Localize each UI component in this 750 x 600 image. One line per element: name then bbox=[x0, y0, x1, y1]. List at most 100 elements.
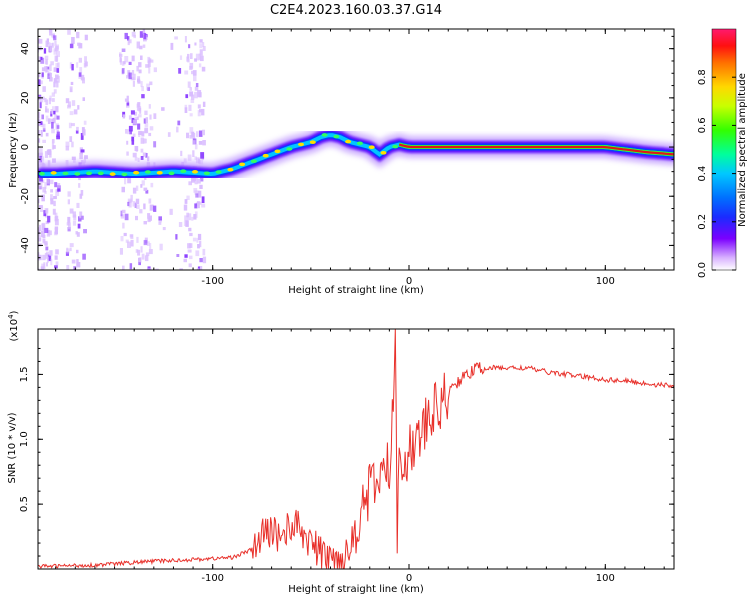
noise-speck bbox=[143, 138, 146, 144]
noise-speck bbox=[189, 113, 193, 117]
noise-speck bbox=[50, 198, 54, 205]
ridge-blob bbox=[74, 172, 81, 176]
noise-speck bbox=[41, 67, 46, 72]
noise-speck bbox=[70, 81, 74, 85]
noise-speck bbox=[72, 157, 76, 163]
colorbar-tick-label: 0.2 bbox=[697, 214, 708, 230]
noise-speck bbox=[137, 123, 141, 130]
noise-speck bbox=[134, 202, 137, 208]
noise-speck bbox=[201, 203, 206, 208]
noise-speck bbox=[194, 156, 197, 160]
noise-speck bbox=[188, 227, 192, 232]
noise-speck bbox=[121, 48, 126, 52]
noise-speck bbox=[69, 208, 74, 214]
noise-speck bbox=[39, 254, 42, 261]
noise-speck bbox=[128, 72, 132, 80]
noise-speck bbox=[184, 215, 188, 221]
noise-speck bbox=[50, 194, 53, 201]
noise-speck bbox=[146, 241, 150, 246]
y-tick-label: -40 bbox=[20, 237, 31, 253]
noise-speck bbox=[69, 111, 74, 116]
noise-speck bbox=[44, 55, 49, 60]
noise-speck bbox=[194, 58, 197, 62]
noise-speck bbox=[57, 185, 61, 192]
noise-speck bbox=[132, 187, 137, 194]
ridge-blob bbox=[86, 171, 92, 176]
noise-speck bbox=[189, 232, 193, 237]
noise-speck bbox=[145, 189, 149, 194]
noise-speck bbox=[147, 268, 152, 270]
noise-speck bbox=[198, 141, 203, 145]
noise-speck bbox=[190, 53, 193, 59]
colorbar-tick-label: 0.0 bbox=[697, 262, 708, 278]
noise-speck bbox=[83, 120, 87, 125]
noise-speck bbox=[41, 114, 44, 120]
noise-speck bbox=[132, 80, 135, 87]
noise-speck bbox=[137, 102, 141, 108]
noise-speck bbox=[138, 62, 142, 68]
noise-speck bbox=[54, 55, 59, 62]
ridge-blob bbox=[321, 133, 328, 137]
noise-speck bbox=[129, 130, 132, 135]
noise-speck bbox=[193, 74, 197, 82]
y-tick-label: 0.5 bbox=[19, 496, 30, 512]
noise-speck bbox=[143, 240, 148, 246]
noise-speck bbox=[199, 49, 203, 56]
noise-speck bbox=[30, 164, 32, 169]
noise-speck bbox=[39, 206, 44, 212]
noise-speck bbox=[50, 259, 53, 266]
noise-speck bbox=[66, 247, 69, 251]
noise-speck bbox=[56, 51, 60, 57]
noise-speck bbox=[197, 190, 202, 198]
noise-speck bbox=[40, 156, 45, 161]
colorbar-tick-label: 0.4 bbox=[697, 166, 708, 182]
noise-speck bbox=[189, 134, 193, 139]
noise-speck bbox=[33, 148, 37, 155]
noise-speck bbox=[48, 230, 52, 236]
noise-speck bbox=[40, 130, 43, 137]
noise-speck bbox=[42, 254, 46, 261]
noise-speck bbox=[125, 129, 128, 134]
noise-speck bbox=[54, 265, 58, 269]
noise-speck bbox=[35, 33, 37, 38]
snr-panel: -100 0 100 0.5 1.0 1.5 Height of straight lin… bbox=[7, 310, 675, 595]
noise-speck bbox=[79, 193, 83, 199]
noise-speck bbox=[120, 236, 124, 242]
noise-speck bbox=[38, 138, 41, 143]
noise-speck bbox=[130, 194, 133, 202]
noise-speck bbox=[148, 249, 153, 255]
noise-speck bbox=[178, 222, 183, 227]
noise-speck bbox=[135, 249, 139, 253]
noise-speck bbox=[146, 83, 150, 91]
noise-speck bbox=[128, 115, 132, 120]
noise-speck bbox=[197, 266, 200, 270]
noise-speck bbox=[46, 42, 51, 47]
ridge-blob bbox=[345, 139, 352, 144]
noise-speck bbox=[126, 101, 130, 106]
noise-speck bbox=[199, 43, 203, 49]
noise-speck bbox=[170, 42, 174, 50]
x-tick-label: -100 bbox=[201, 276, 224, 287]
ridge-blob bbox=[356, 141, 363, 146]
ridge-blob bbox=[203, 171, 210, 176]
noise-speck bbox=[123, 232, 127, 237]
ridge-blob bbox=[298, 142, 304, 147]
noise-speck bbox=[169, 208, 173, 215]
noise-speck bbox=[77, 223, 81, 229]
noise-speck bbox=[138, 260, 141, 266]
noise-speck bbox=[130, 110, 135, 115]
noise-speck bbox=[137, 157, 140, 162]
noise-speck bbox=[192, 70, 197, 76]
noise-speck bbox=[84, 56, 87, 63]
noise-speck bbox=[125, 239, 129, 243]
spectrogram-frame bbox=[37, 28, 675, 271]
noise-speck bbox=[189, 255, 193, 260]
noise-speck bbox=[83, 157, 87, 163]
noise-speck bbox=[194, 203, 198, 209]
noise-speck bbox=[139, 257, 142, 263]
noise-speck bbox=[33, 207, 37, 210]
noise-speck bbox=[144, 255, 149, 262]
noise-speck bbox=[176, 126, 179, 133]
noise-speck bbox=[137, 79, 141, 84]
